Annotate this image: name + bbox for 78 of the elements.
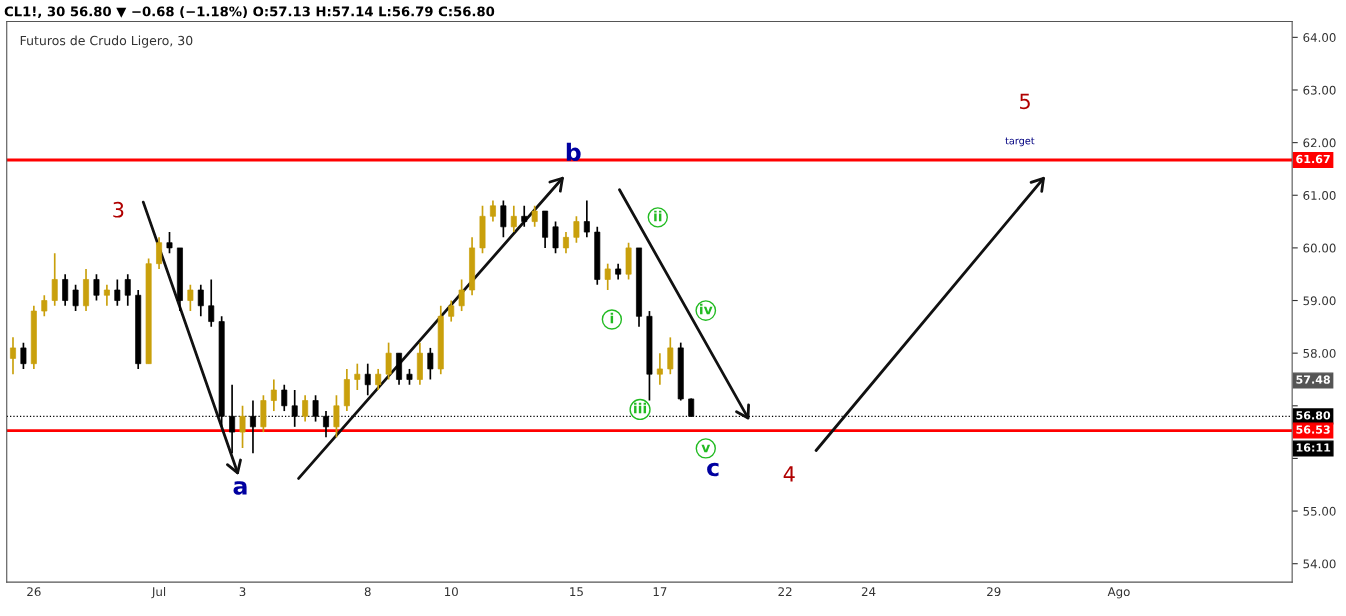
candlestick — [667, 336, 674, 376]
candlestick — [385, 341, 392, 381]
ref-line-label: 61.67 — [1296, 154, 1330, 164]
candlestick — [197, 283, 204, 318]
ref-line-label: 56.80 — [1296, 411, 1331, 420]
annotation: i — [610, 312, 614, 324]
annotation: 5 — [1020, 93, 1030, 110]
candlestick — [72, 283, 79, 312]
candlestick — [239, 404, 246, 449]
candlestick — [166, 231, 173, 254]
candlestick — [124, 273, 131, 307]
y-tick-label: 55.00 — [1303, 506, 1336, 516]
text: 16:11 — [1296, 443, 1331, 452]
x-tick-label: 24 — [861, 587, 876, 596]
x-tick-label: 22 — [778, 587, 792, 596]
y-tick-label: 54.00 — [1303, 559, 1336, 569]
candlestick — [563, 231, 569, 254]
annotation: a — [233, 481, 247, 495]
y-tick-label: 58.00 — [1303, 348, 1336, 358]
candlestick — [354, 362, 361, 391]
x-tick-label: 29 — [987, 587, 1001, 597]
candlestick — [510, 204, 517, 233]
candlestick — [500, 199, 507, 239]
candlestick — [489, 199, 496, 223]
candlestick — [604, 262, 611, 291]
annotation: 3 — [113, 201, 124, 218]
candlestick — [427, 347, 434, 381]
candlestick — [51, 252, 58, 307]
candlestick — [573, 215, 580, 244]
candlestick — [333, 394, 340, 439]
candlestick — [521, 204, 528, 228]
candlestick — [20, 341, 27, 370]
ref-line-label: 56.53 — [1296, 425, 1330, 434]
candlestick — [41, 294, 48, 318]
x-tick-label: 15 — [570, 587, 583, 597]
candlestick — [656, 352, 663, 386]
x-tick-label: 3 — [239, 587, 246, 597]
candlestick — [531, 204, 538, 228]
candlestick — [302, 394, 309, 423]
candlestick — [114, 278, 121, 307]
y-tick-label: 60.00 — [1303, 243, 1336, 253]
candlestick — [281, 383, 288, 412]
candlestick — [448, 299, 455, 323]
annotation: iii — [634, 402, 647, 414]
candlestick — [62, 273, 69, 307]
annotation: ii — [654, 210, 662, 222]
candlestick — [583, 199, 590, 239]
x-tick-label: Jul — [151, 586, 166, 599]
x-tick-label: 10 — [444, 587, 458, 597]
candlestick — [156, 236, 163, 270]
candlestick — [208, 278, 215, 328]
x-tick-label: 26 — [27, 587, 41, 597]
annotation: 4 — [783, 466, 795, 482]
annotation: v — [701, 444, 711, 453]
text: Futuros de Crudo Ligero, 30 — [20, 35, 193, 48]
y-tick-label: 64.00 — [1303, 33, 1336, 42]
y-tick-label: 61.00 — [1303, 190, 1336, 200]
candlestick — [93, 273, 100, 302]
candlestick — [364, 362, 371, 397]
annotation: b — [566, 142, 581, 162]
candlestick — [10, 336, 16, 376]
x-tick-label: 17 — [653, 587, 667, 596]
annotation: iv — [700, 303, 713, 315]
annotation: c — [707, 462, 719, 477]
chart-subtitle: CL1!, 30 56.80 ▼ −0.68 (−1.18%) O:57.13 H:57.14 L:56.79 C:56.80 — [4, 6, 495, 19]
candlestick — [458, 278, 465, 312]
candlestick — [375, 368, 382, 391]
candlestick — [103, 283, 110, 307]
candlestick — [270, 378, 277, 412]
y-tick-label: 59.00 — [1303, 296, 1336, 306]
x-tick-label: 8 — [364, 587, 371, 597]
candlestick — [552, 220, 559, 254]
candlestick — [187, 283, 194, 312]
x-tick-label: Ago — [1107, 587, 1130, 599]
y-tick-label: 62.00 — [1303, 138, 1336, 148]
annotation: target — [1005, 137, 1035, 147]
annotation: 57.48 — [1296, 375, 1330, 384]
y-tick-label: 63.00 — [1303, 85, 1336, 95]
